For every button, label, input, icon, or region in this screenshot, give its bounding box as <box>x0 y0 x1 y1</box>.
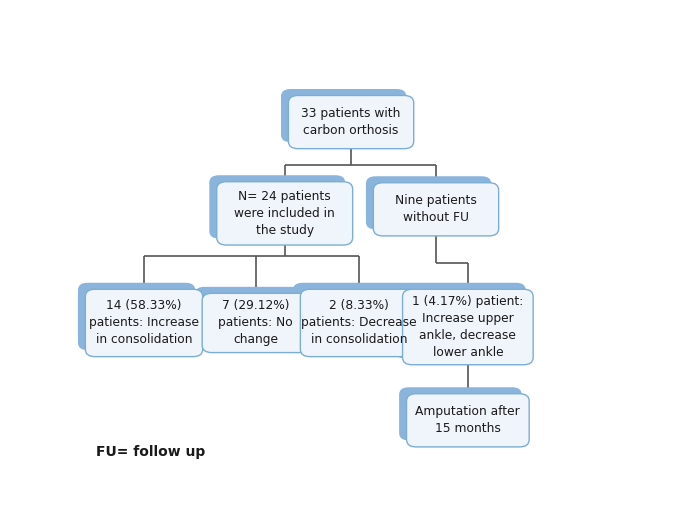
Text: 33 patients with
carbon orthosis: 33 patients with carbon orthosis <box>301 107 401 137</box>
FancyBboxPatch shape <box>399 387 522 441</box>
FancyBboxPatch shape <box>288 95 414 149</box>
FancyBboxPatch shape <box>210 175 345 239</box>
FancyBboxPatch shape <box>366 176 491 229</box>
FancyBboxPatch shape <box>202 294 309 353</box>
FancyBboxPatch shape <box>373 183 499 236</box>
Text: 1 (4.17%) patient:
Increase upper
ankle, decrease
lower ankle: 1 (4.17%) patient: Increase upper ankle,… <box>412 295 523 359</box>
Text: 2 (8.33%)
patients: Decrease
in consolidation: 2 (8.33%) patients: Decrease in consolid… <box>301 299 417 346</box>
Text: 14 (58.33%)
patients: Increase
in consolidation: 14 (58.33%) patients: Increase in consol… <box>89 299 199 346</box>
Text: FU= follow up: FU= follow up <box>96 445 206 459</box>
FancyBboxPatch shape <box>293 283 410 350</box>
FancyBboxPatch shape <box>195 287 301 346</box>
FancyBboxPatch shape <box>395 283 525 358</box>
FancyBboxPatch shape <box>403 289 533 365</box>
Text: 7 (29.12%)
patients: No
change: 7 (29.12%) patients: No change <box>218 299 293 346</box>
Text: Nine patients
without FU: Nine patients without FU <box>395 194 477 225</box>
FancyBboxPatch shape <box>281 89 406 142</box>
FancyBboxPatch shape <box>406 394 530 447</box>
FancyBboxPatch shape <box>300 289 418 357</box>
FancyBboxPatch shape <box>216 182 353 245</box>
FancyBboxPatch shape <box>86 289 203 357</box>
Text: Amputation after
15 months: Amputation after 15 months <box>416 405 520 435</box>
Text: N= 24 patients
were included in
the study: N= 24 patients were included in the stud… <box>234 190 335 237</box>
FancyBboxPatch shape <box>78 283 195 350</box>
